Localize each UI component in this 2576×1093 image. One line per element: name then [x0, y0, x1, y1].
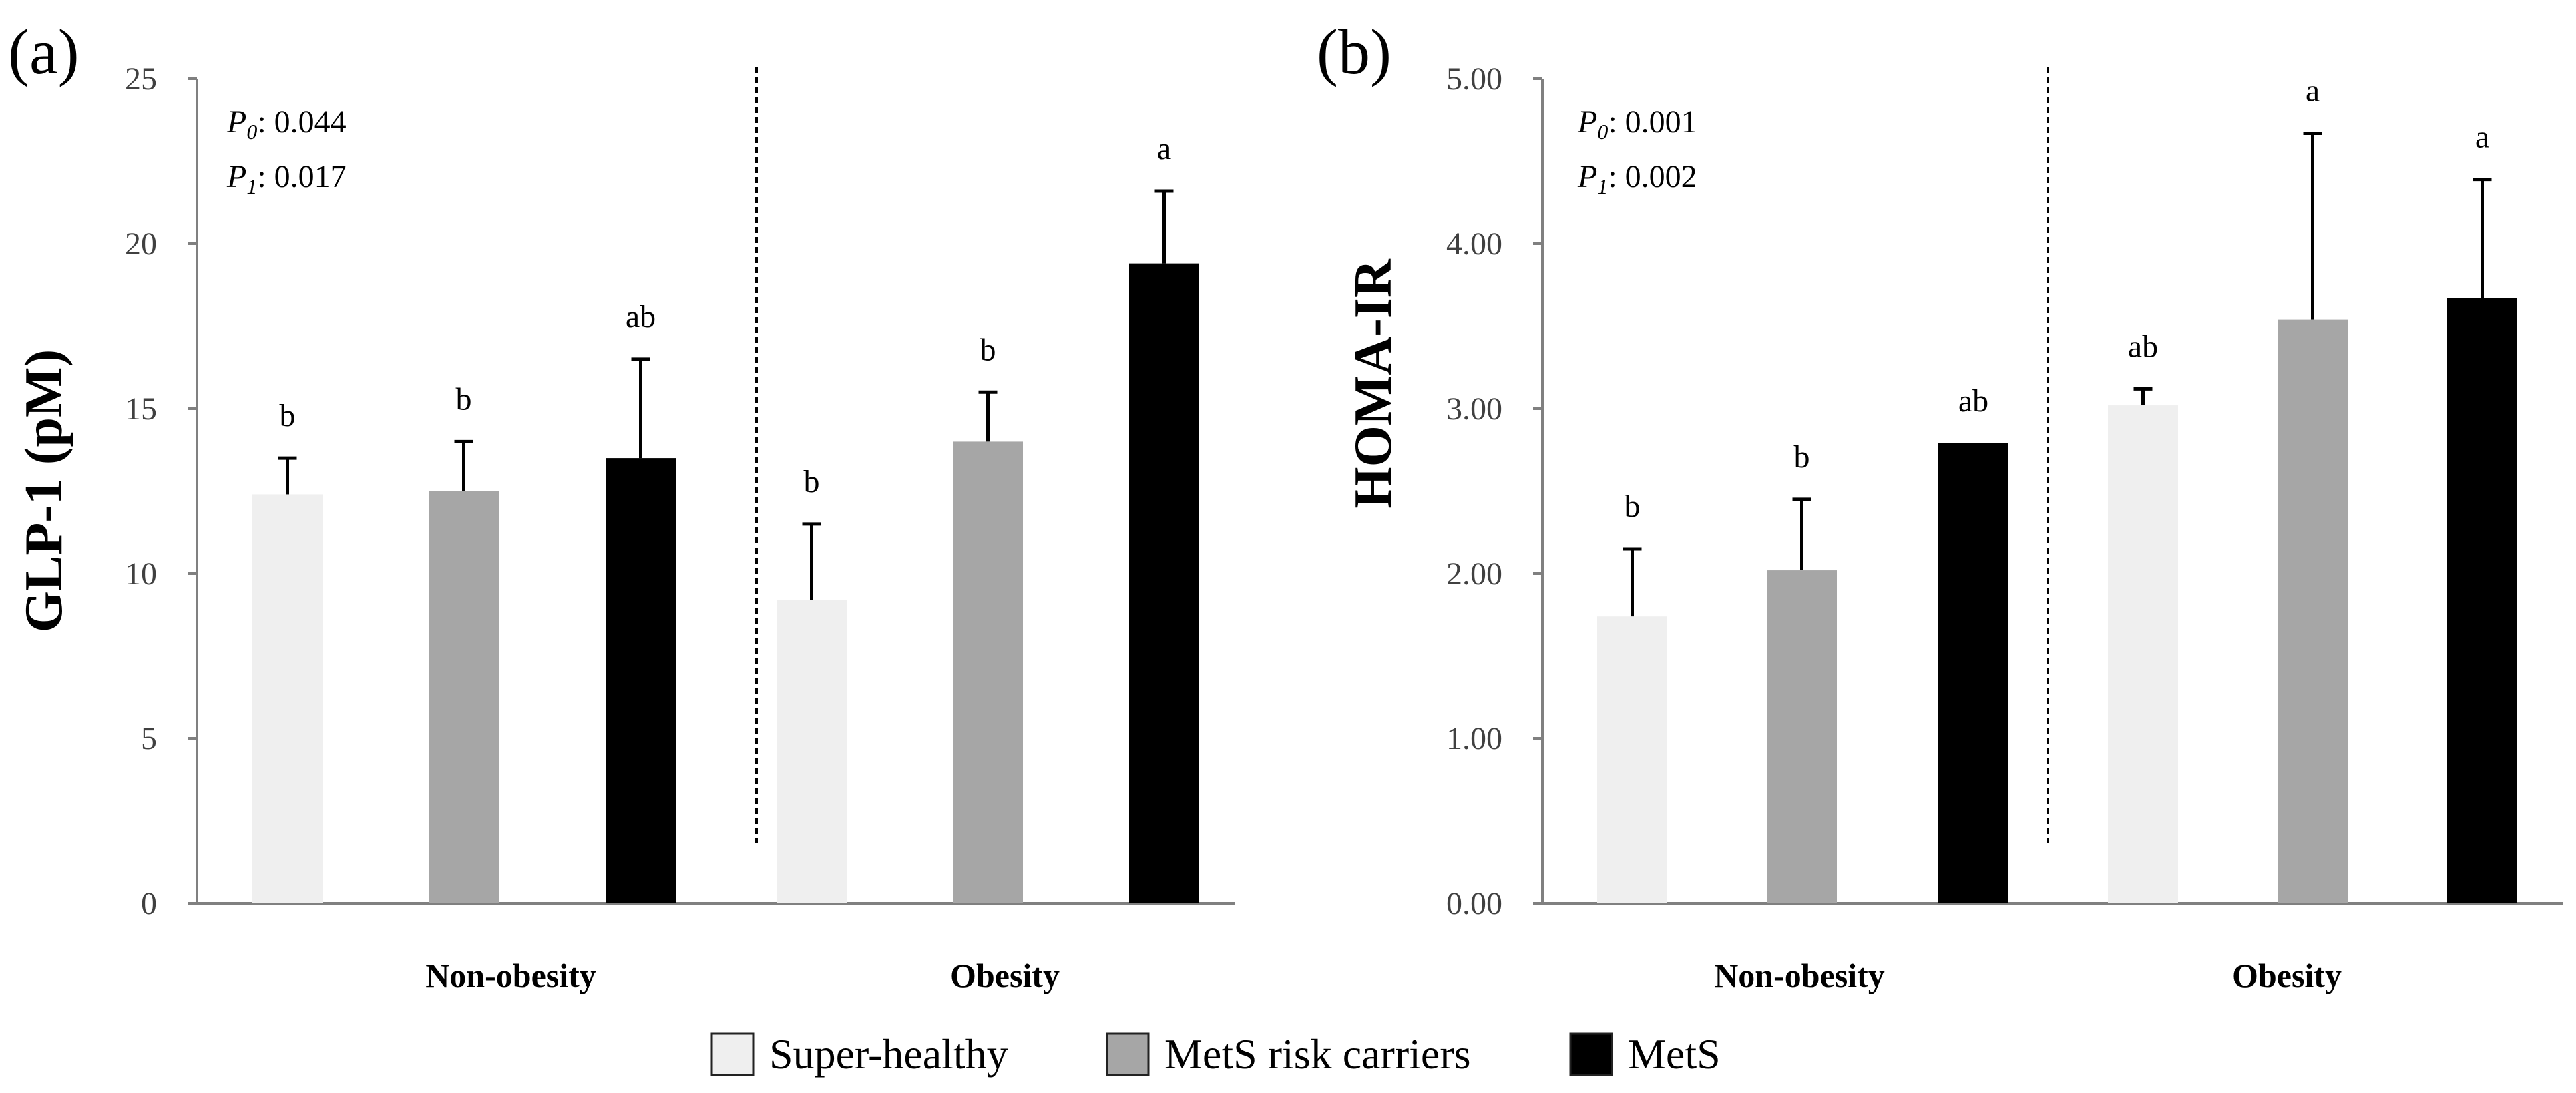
p-value-label: P1: 0.017: [226, 159, 347, 198]
bar-mets-risk-carriers-obesity: [953, 441, 1023, 903]
p-symbol: P: [226, 104, 246, 140]
p-value-label: P0: 0.001: [1577, 104, 1697, 144]
y-tick-label: 1.00: [1446, 721, 1502, 756]
y-tick-label: 5: [141, 721, 157, 756]
legend: Super-healthy MetS risk carriers MetS: [710, 1030, 1721, 1078]
significance-letter: a: [2475, 120, 2489, 155]
significance-letter: a: [1157, 131, 1171, 166]
p-subscript: 0: [1597, 120, 1608, 144]
y-tick-label: 25: [125, 61, 157, 97]
significance-letter: ab: [2128, 329, 2158, 364]
p-value-text: : 0.044: [257, 104, 346, 140]
bar-super-healthy-obesity: [2108, 405, 2178, 903]
bar-mets-obesity: [2447, 298, 2517, 903]
panel-b: (b) HOMA-IR 0.00 1.00 2.00 3.00 4.00 5.00 P0: 0.…: [1317, 16, 2563, 994]
group-label: Obesity: [2232, 957, 2342, 994]
bar-super-healthy-non-obesity: [1597, 616, 1667, 903]
p-value-label: P1: 0.002: [1577, 159, 1697, 198]
group-label: Non-obesity: [425, 957, 596, 994]
bar-mets-risk-carriers-obesity: [2278, 319, 2348, 903]
bar-super-healthy-obesity: [777, 600, 847, 903]
bar-mets-obesity: [1129, 263, 1199, 903]
significance-letter: b: [456, 381, 472, 417]
y-tick-label: 20: [125, 226, 157, 262]
bar-mets-non-obesity: [1938, 443, 2008, 903]
y-tick-label: 2.00: [1446, 556, 1502, 592]
significance-letter: b: [980, 332, 996, 367]
p-value-label: P0: 0.044: [226, 104, 347, 144]
group-label: Non-obesity: [1714, 957, 1885, 994]
p-subscript: 0: [246, 120, 257, 144]
significance-letter: ab: [626, 299, 656, 335]
bar-super-healthy-non-obesity: [252, 494, 323, 903]
y-tick-label: 10: [125, 556, 157, 592]
bar-mets-non-obesity: [606, 458, 676, 903]
y-tick-label: 15: [125, 391, 157, 427]
legend-swatch: [710, 1032, 755, 1076]
legend-label: MetS risk carriers: [1164, 1030, 1471, 1078]
y-tick-label: 5.00: [1446, 61, 1502, 97]
p-symbol: P: [1577, 104, 1597, 140]
legend-swatch: [1106, 1032, 1150, 1076]
legend-label: Super-healthy: [769, 1030, 1008, 1078]
y-tick-label: 3.00: [1446, 391, 1502, 427]
bar-mets-risk-carriers-non-obesity: [1767, 570, 1837, 903]
significance-letter: b: [280, 398, 296, 433]
y-axis-label: HOMA-IR: [1344, 258, 1403, 509]
p-subscript: 1: [1597, 174, 1608, 198]
panel-label: (b): [1317, 16, 1391, 87]
group-label: Obesity: [950, 957, 1060, 994]
legend-label: MetS: [1628, 1030, 1721, 1078]
p-value-text: : 0.001: [1608, 104, 1697, 140]
significance-letter: b: [1794, 439, 1810, 475]
panel-label: (a): [8, 16, 79, 87]
y-tick-label: 0: [141, 886, 157, 921]
y-tick-label: 0.00: [1446, 886, 1502, 921]
p-value-text: : 0.002: [1608, 159, 1697, 194]
p-symbol: P: [1577, 159, 1597, 194]
significance-letter: b: [1625, 489, 1641, 524]
y-tick-label: 4.00: [1446, 226, 1502, 262]
significance-letter: b: [804, 464, 820, 499]
significance-letter: ab: [1958, 383, 1988, 419]
p-symbol: P: [226, 159, 246, 194]
bar-mets-risk-carriers-non-obesity: [429, 491, 499, 903]
p-subscript: 1: [246, 174, 257, 198]
legend-swatch: [1569, 1032, 1613, 1076]
significance-letter: a: [2306, 73, 2320, 109]
p-value-text: : 0.017: [257, 159, 346, 194]
y-axis-label: GLP-1 (pM): [15, 349, 73, 632]
